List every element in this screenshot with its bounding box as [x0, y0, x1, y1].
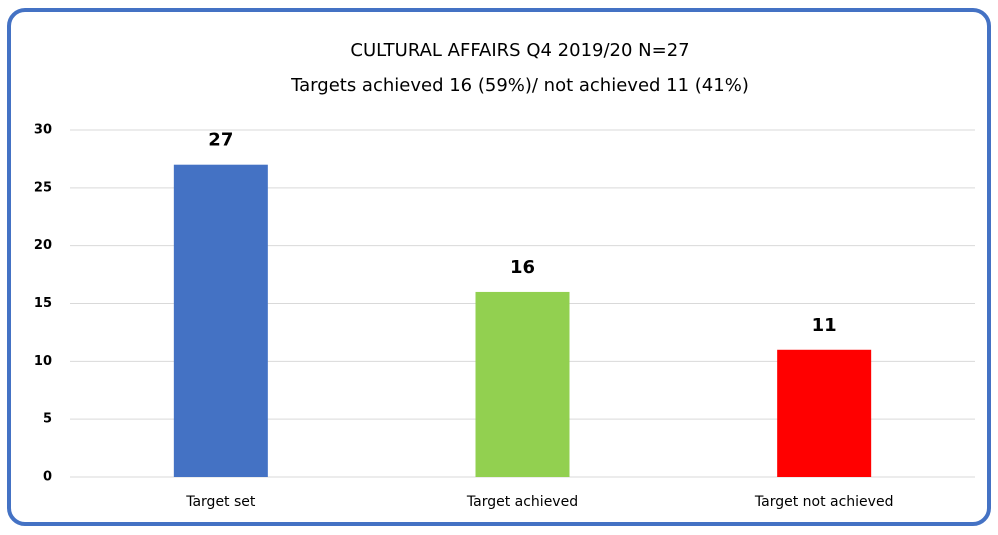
y-tick-label: 5 [43, 412, 52, 427]
bar [173, 164, 268, 477]
chart-subtitle: Targets achieved 16 (59%)/ not achieved … [290, 75, 749, 96]
x-tick-label: Target achieved [466, 494, 578, 510]
data-label: 11 [812, 315, 837, 336]
data-label: 16 [510, 257, 535, 278]
chart-title: CULTURAL AFFAIRS Q4 2019/20 N=27 [350, 40, 689, 61]
bar [475, 291, 570, 477]
x-tick-label: Target set [185, 494, 256, 510]
bar [777, 349, 872, 477]
y-tick-label: 30 [34, 123, 52, 138]
y-tick-label: 25 [34, 180, 52, 195]
y-tick-label: 0 [43, 470, 52, 485]
y-tick-label: 15 [34, 296, 52, 311]
x-tick-label: Target not achieved [754, 494, 894, 510]
data-label: 27 [208, 130, 233, 151]
y-tick-label: 10 [34, 354, 52, 369]
y-tick-label: 20 [34, 238, 52, 253]
